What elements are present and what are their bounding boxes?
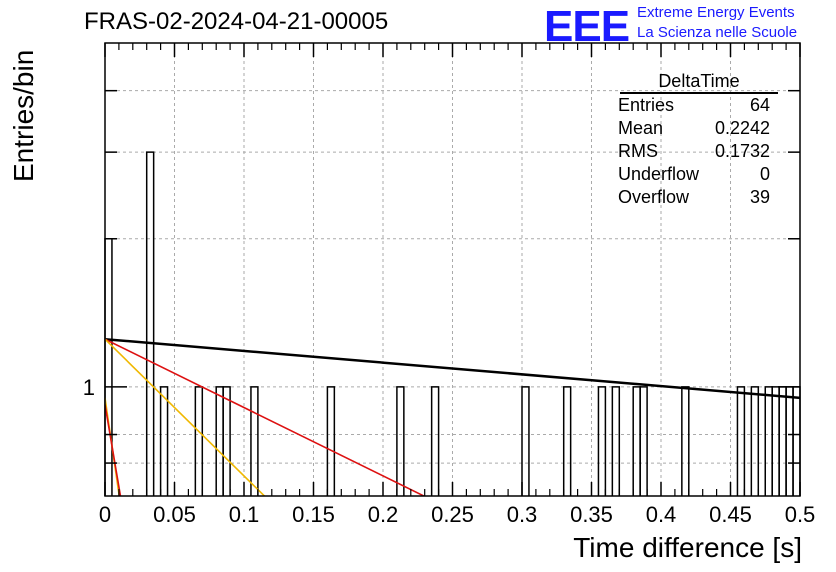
- stats-label: Mean: [618, 118, 664, 138]
- chart-title: FRAS-02-2024-04-21-00005: [84, 8, 389, 35]
- stats-value: 64: [749, 95, 770, 115]
- x-tick-label: 0.35: [570, 502, 613, 527]
- stats-label: Underflow: [618, 164, 700, 184]
- histogram-bar: [785, 386, 794, 496]
- histogram-bar: [639, 386, 648, 496]
- histogram-bars: [104, 151, 801, 496]
- stats-row: Underflow 0: [610, 163, 778, 186]
- histogram-bar: [611, 386, 621, 496]
- histogram-bar: [194, 386, 204, 496]
- x-tick-label: 0.45: [709, 502, 752, 527]
- x-tick-label: 0.2: [368, 502, 399, 527]
- histogram-bar: [562, 386, 572, 496]
- histogram-bar: [792, 386, 801, 496]
- histogram-bar: [778, 386, 787, 496]
- x-tick-label: 0.3: [507, 502, 538, 527]
- stats-value: 0: [759, 164, 770, 184]
- histogram-bar: [521, 386, 530, 496]
- histogram-bar: [750, 386, 760, 496]
- logo-line-1: Extreme Energy Events: [637, 4, 795, 21]
- fit-line: [105, 338, 426, 496]
- x-tick-label: 0.1: [229, 502, 260, 527]
- stats-row: Mean 0.2242: [610, 117, 778, 140]
- logo-line-2: La Scienza nelle Scuole: [637, 24, 798, 41]
- x-tick-label: 0.4: [646, 502, 677, 527]
- stats-label: Overflow: [618, 187, 690, 207]
- histogram-bar: [764, 386, 773, 496]
- histogram-bar: [632, 386, 641, 496]
- stats-label: RMS: [618, 141, 658, 161]
- y-axis-label: Entries/bin: [8, 49, 39, 182]
- stats-row: Entries 64: [610, 94, 778, 117]
- histogram-bar: [396, 386, 405, 496]
- stats-row: Overflow 39: [610, 186, 778, 209]
- x-tick-label: 0.25: [431, 502, 474, 527]
- histogram-bar: [159, 386, 169, 496]
- histogram-bar: [736, 386, 746, 496]
- stats-value: 0.2242: [714, 118, 770, 138]
- histogram-bar: [104, 238, 113, 496]
- fit-line: [105, 338, 266, 496]
- x-axis-ticks: 0 0.05 0.1 0.15 0.2 0.25 0.3 0.35 0.4 0.45 0.5: [99, 43, 815, 527]
- x-tick-label: 0.05: [153, 502, 196, 527]
- x-axis-label: Time difference [s]: [573, 532, 802, 563]
- histogram-bar: [681, 386, 690, 496]
- stats-row: RMS 0.1732: [610, 140, 778, 163]
- x-tick-label: 0.5: [785, 502, 816, 527]
- histogram-bar: [771, 386, 780, 496]
- y-tick-label: 1: [83, 375, 95, 400]
- histogram-bar: [215, 386, 224, 496]
- stats-label: Entries: [618, 95, 675, 115]
- y-axis-ticks: 1: [83, 89, 800, 464]
- fit-lines: [105, 337, 800, 496]
- stats-value: 39: [749, 187, 770, 207]
- histogram-bar: [250, 386, 259, 496]
- x-tick-label: 0: [99, 502, 111, 527]
- fit-line: [105, 337, 800, 400]
- x-tick-label: 0.15: [292, 502, 335, 527]
- histogram-bar: [222, 386, 231, 496]
- stats-title: DeltaTime: [620, 70, 778, 94]
- histogram-bar: [597, 386, 607, 496]
- fit-line: [105, 404, 122, 496]
- histogram-bar: [145, 151, 155, 496]
- stats-box: DeltaTime Entries 64 Mean 0.2242 RMS 0.1732 Un…: [610, 70, 778, 209]
- stats-value: 0.1732: [714, 141, 770, 161]
- histogram-bar: [430, 386, 440, 496]
- histogram-bar: [326, 386, 336, 496]
